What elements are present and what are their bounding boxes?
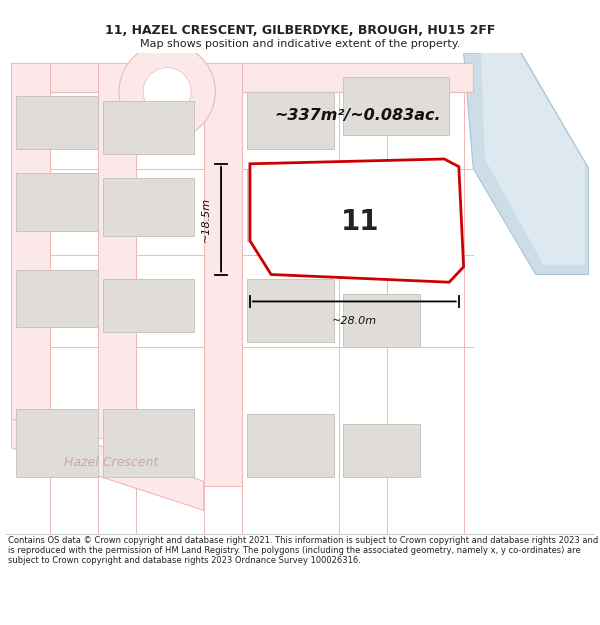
Bar xyxy=(343,77,449,135)
Text: 11, HAZEL CRESCENT, GILBERDYKE, BROUGH, HU15 2FF: 11, HAZEL CRESCENT, GILBERDYKE, BROUGH, … xyxy=(105,24,495,36)
Bar xyxy=(247,169,334,241)
Bar xyxy=(16,270,98,328)
Bar xyxy=(353,178,425,231)
Bar xyxy=(103,101,194,154)
Polygon shape xyxy=(11,62,50,438)
Text: 11: 11 xyxy=(341,208,379,236)
Bar xyxy=(16,173,98,231)
Bar xyxy=(343,294,421,347)
Polygon shape xyxy=(481,53,585,265)
Polygon shape xyxy=(143,68,191,116)
Bar xyxy=(247,92,334,149)
Bar xyxy=(247,279,334,342)
Polygon shape xyxy=(204,62,242,486)
Text: Map shows position and indicative extent of the property.: Map shows position and indicative extent… xyxy=(140,39,460,49)
Bar xyxy=(103,178,194,236)
Bar xyxy=(16,96,98,149)
Text: Contains OS data © Crown copyright and database right 2021. This information is : Contains OS data © Crown copyright and d… xyxy=(8,536,598,566)
Polygon shape xyxy=(98,62,136,438)
Polygon shape xyxy=(11,62,473,92)
Text: ~28.0m: ~28.0m xyxy=(332,316,377,326)
Text: ~18.5m: ~18.5m xyxy=(200,197,211,242)
Polygon shape xyxy=(464,53,589,274)
Text: Hazel Crescent: Hazel Crescent xyxy=(64,456,158,469)
Text: ~337m²/~0.083ac.: ~337m²/~0.083ac. xyxy=(274,108,441,123)
Bar xyxy=(103,409,194,477)
Polygon shape xyxy=(119,44,215,140)
Polygon shape xyxy=(11,419,204,510)
Bar xyxy=(103,279,194,332)
Bar xyxy=(16,409,98,477)
Polygon shape xyxy=(250,159,464,282)
Bar xyxy=(247,414,334,477)
Bar xyxy=(343,424,421,477)
